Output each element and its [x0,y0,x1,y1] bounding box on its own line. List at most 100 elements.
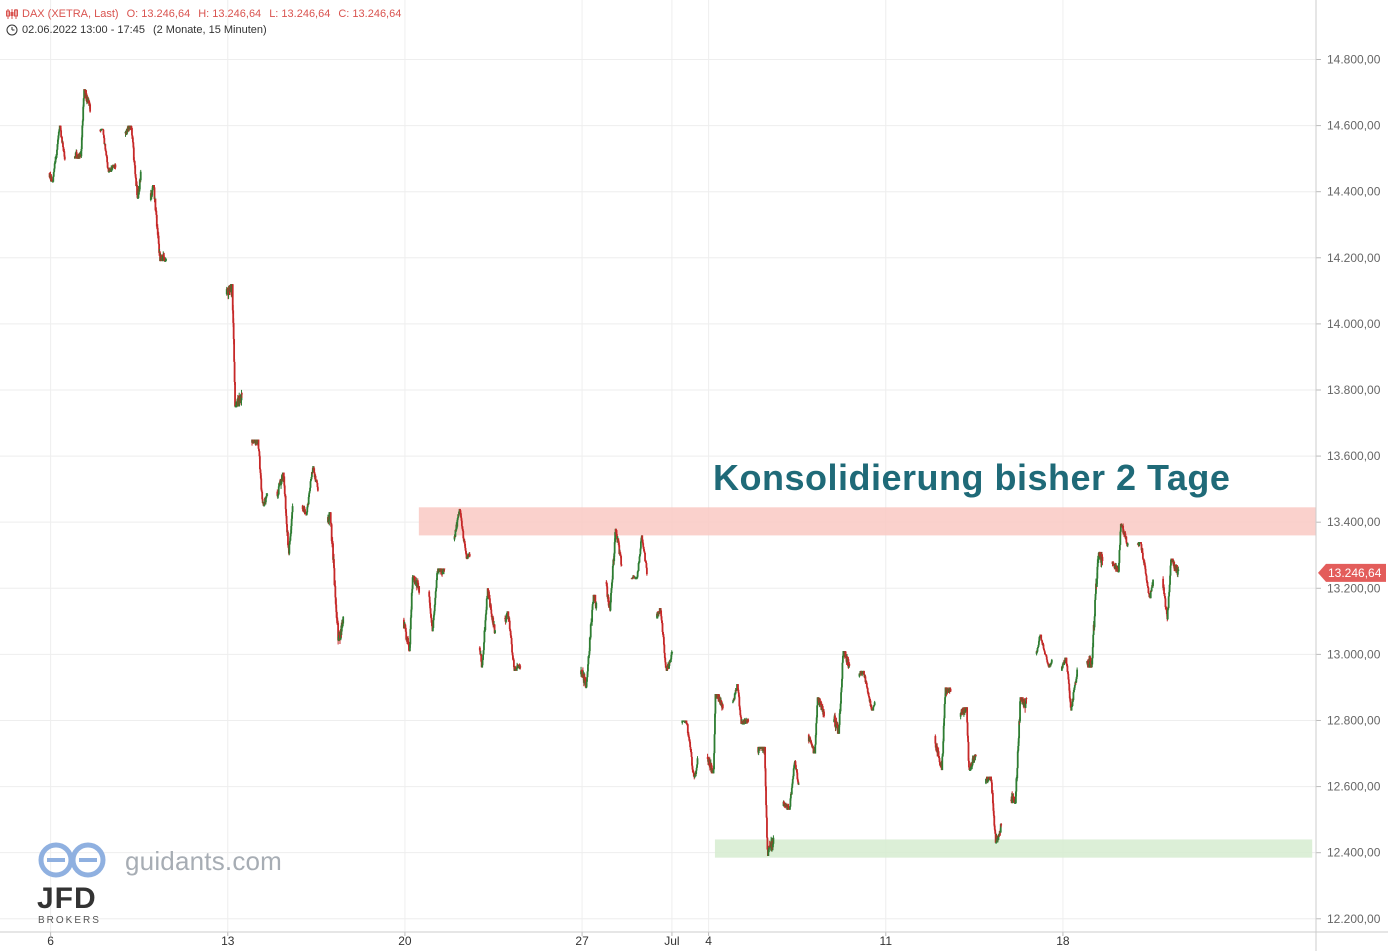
candle-body [1050,659,1053,663]
candle-body [841,662,844,679]
candlestick-icon [6,9,18,19]
candle-body [607,597,610,606]
candle-body [1035,651,1038,654]
candle-body [154,198,157,211]
candle-body [493,624,496,634]
candle-body [588,637,591,652]
candle-body [791,778,794,784]
candle-body [1118,562,1120,572]
candles [48,89,1180,856]
candle-body [1038,637,1041,642]
candle-body [135,177,138,186]
candle-body [409,617,412,629]
candle-body [291,512,294,519]
candle-body [613,542,616,554]
candle-body [155,215,158,227]
candle-body [1147,587,1150,594]
candle-body [1096,559,1099,567]
candle-body [56,149,58,156]
candle-body [289,533,292,537]
candle-body [714,713,716,735]
candle-body [587,656,590,665]
candle-body [128,125,131,129]
x-tick-label: 6 [47,934,54,948]
candle-body [611,565,614,580]
candle-body [591,604,594,610]
candle-body [52,176,55,182]
candle-body [863,670,865,676]
candle-body [620,556,623,565]
candle-body [456,517,459,521]
candle-body [767,850,770,856]
candle-body [872,707,875,711]
candle-body [1047,663,1050,665]
candle-body [688,736,691,741]
clock-icon [6,24,18,36]
candle-body [519,666,522,668]
candle-body [308,491,311,494]
candle-body [137,198,139,199]
candle-body [1167,596,1170,608]
candle-body [407,637,409,643]
candle-body [838,713,841,725]
zones [418,507,1317,858]
candle-body [766,817,768,838]
candle-body [974,755,977,758]
candle-body [1019,701,1021,722]
candle-body [797,783,800,785]
candle-body [458,511,461,515]
candle-body [304,511,307,514]
candle-body [1065,657,1068,664]
candle-body [1149,590,1152,599]
candle-body [411,588,414,593]
candle-body [1040,634,1043,640]
candle-body [967,735,969,742]
candle-body [80,137,83,149]
y-tick-label: 14.400,00 [1327,185,1381,199]
candle-body [255,440,258,444]
candle-body [342,616,345,624]
candle-body [1067,679,1070,684]
candle-body [1066,665,1069,672]
candle-body [138,179,141,190]
candle-body [1119,531,1122,545]
candle-body [645,567,648,575]
candle-body [636,571,639,577]
candle-body [130,126,133,128]
candle-body [689,741,692,748]
candle-body [1142,558,1145,563]
candle-body [57,131,60,136]
candle-body [644,552,646,561]
candle-body [942,725,945,742]
candle-body [587,664,589,672]
candle-body [1072,692,1075,701]
candle-body [1043,650,1046,652]
candle-body [1067,673,1070,680]
candle-body [844,651,847,658]
candle-body [1014,803,1017,804]
candle-body [641,539,644,544]
candle-body [714,694,717,714]
candle-body [872,705,875,708]
candle-body [165,259,167,261]
candle-body [288,540,291,545]
candle-body [238,396,241,407]
candle-body [1041,642,1044,645]
y-tick-label: 14.200,00 [1327,251,1381,265]
candle-body [233,338,236,362]
candle-body [63,151,66,157]
candle-body [1118,550,1121,563]
candle-body [102,128,104,130]
candle-body [1169,565,1172,576]
candle-body [643,549,646,552]
candle-body [443,568,446,570]
candle-body [858,673,861,677]
candle-body [440,568,443,574]
candle-body [1037,641,1040,645]
candle-body [787,806,790,808]
candle-body [483,630,486,643]
candle-body [1152,580,1154,586]
candle-body [235,406,238,408]
candle-body [992,803,995,811]
